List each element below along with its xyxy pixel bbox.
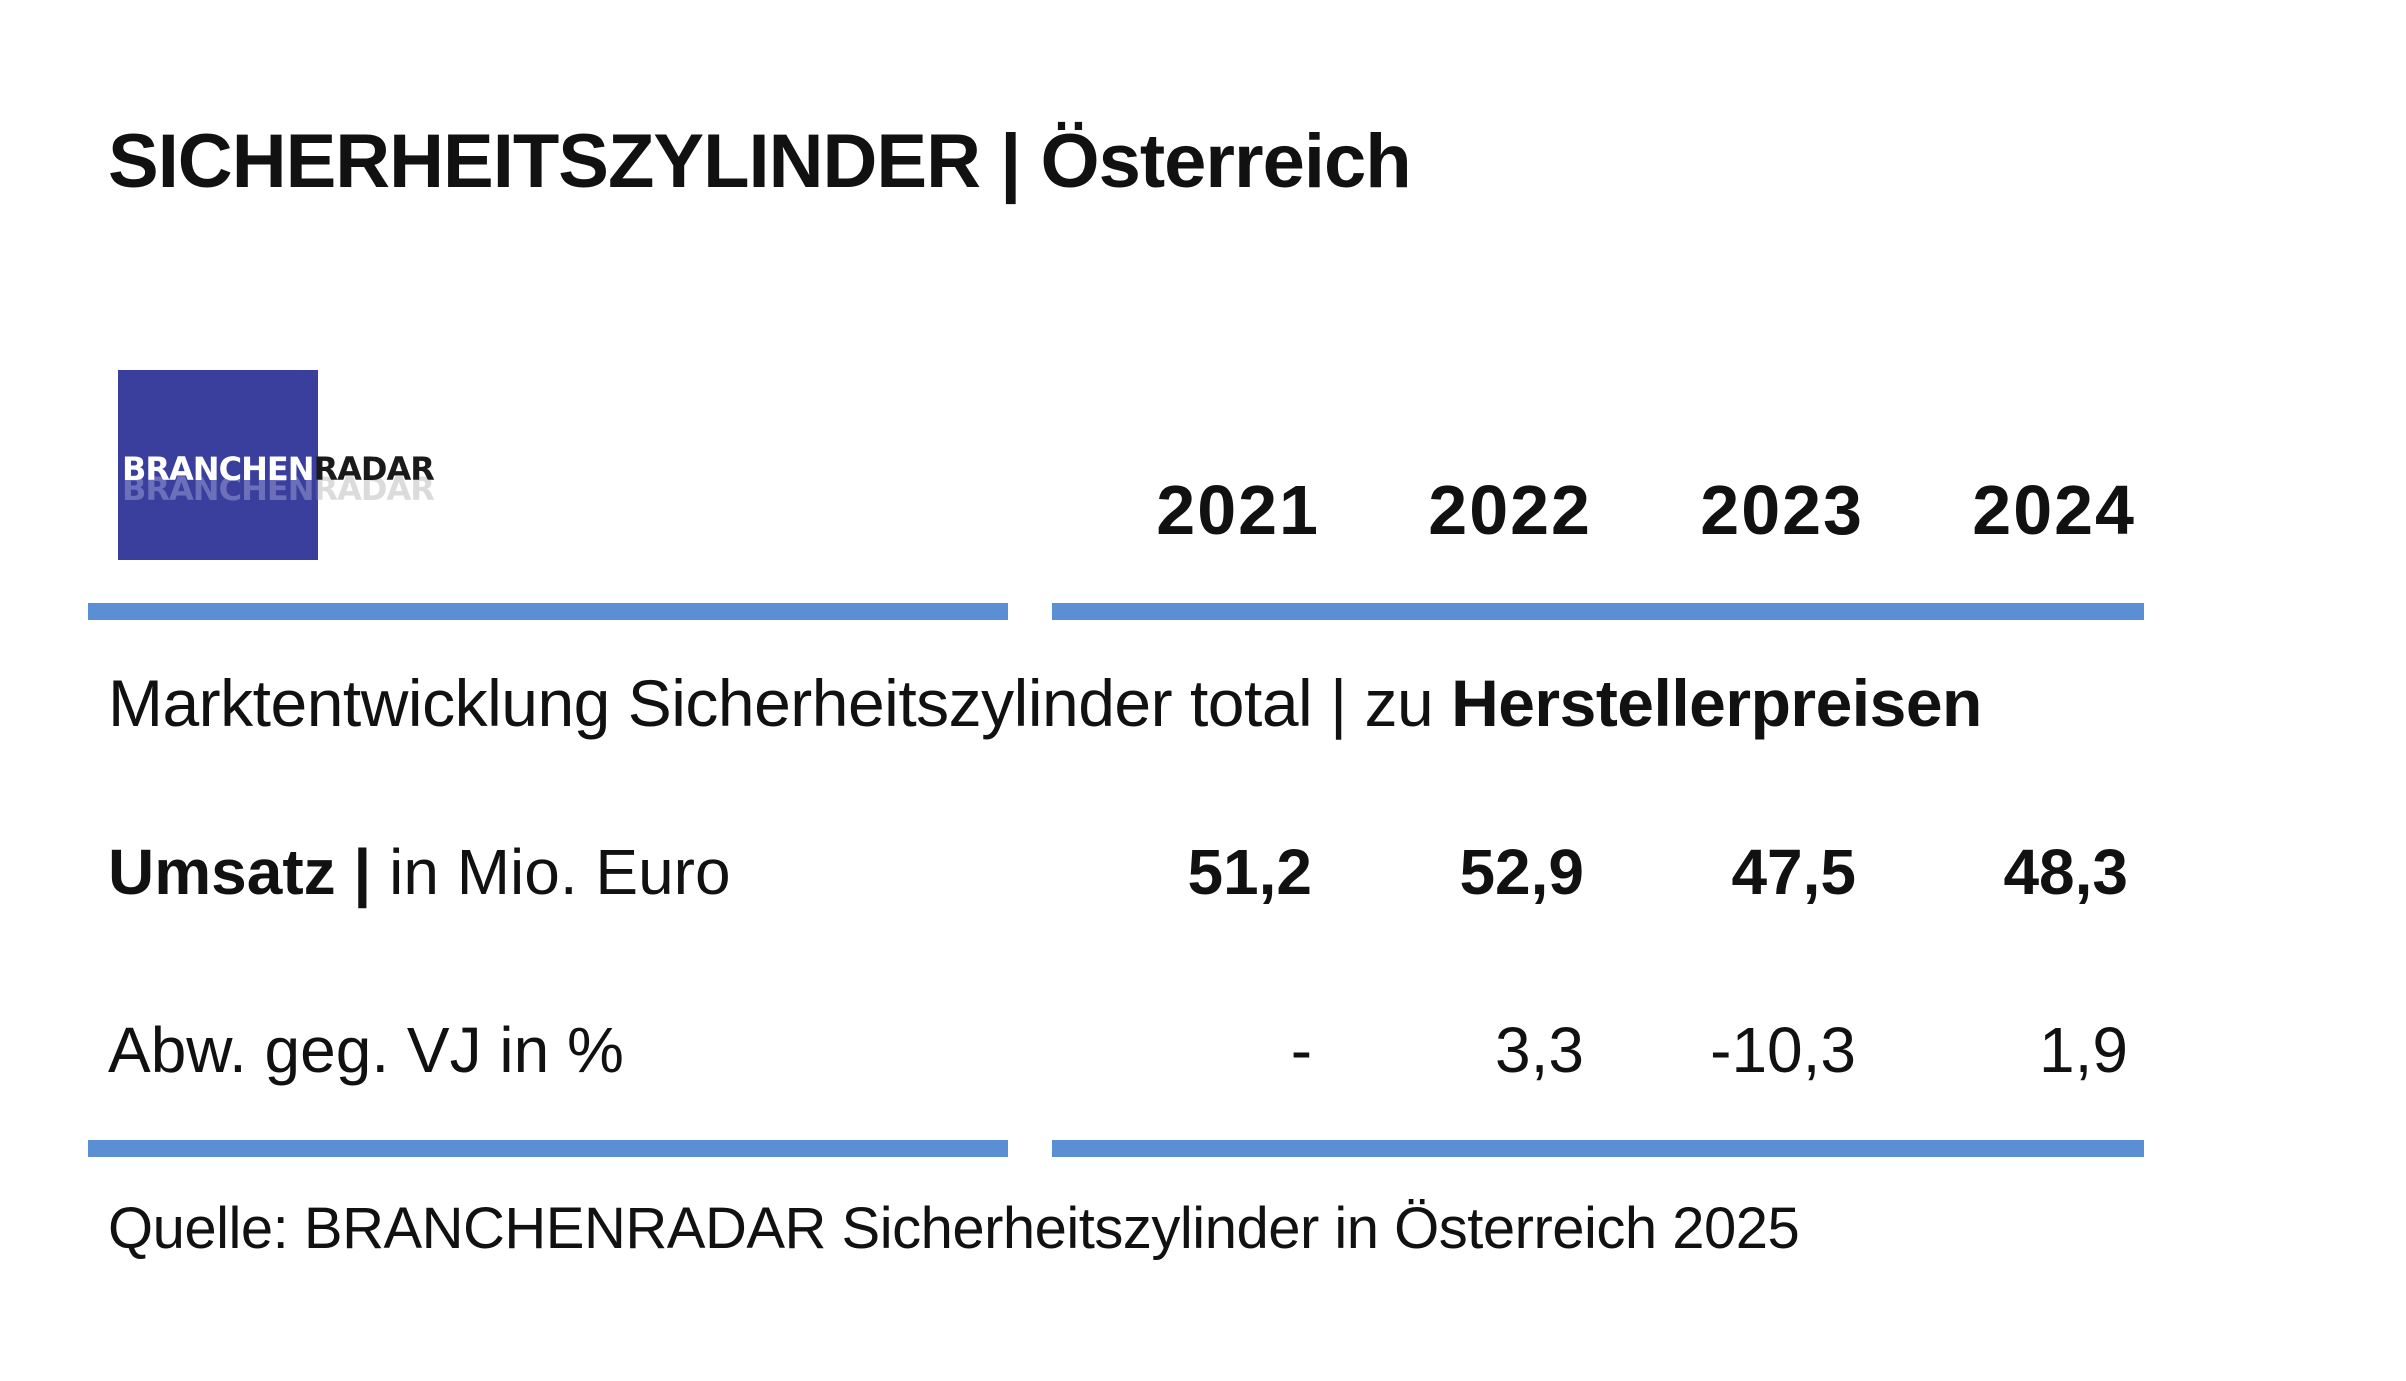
umsatz-2024: 48,3 xyxy=(2003,836,2128,908)
header-rule-right xyxy=(1052,603,2144,620)
column-header-2022: 2022 xyxy=(1428,471,1592,549)
umsatz-2022: 52,9 xyxy=(1459,836,1584,908)
logo-wordmark-part2: RADAR xyxy=(313,450,434,488)
row-label-umsatz-normal: in Mio. Euro xyxy=(371,836,731,908)
subheading-normal: Marktentwicklung Sicherheitszylinder tot… xyxy=(108,666,1452,740)
footer-rule-right xyxy=(1052,1140,2144,1157)
table-subheading: Marktentwicklung Sicherheitszylinder tot… xyxy=(108,665,1982,741)
umsatz-2023: 47,5 xyxy=(1731,836,1856,908)
page-title: SICHERHEITSZYLINDER | Österreich xyxy=(108,119,1412,204)
abweichung-2024: 1,9 xyxy=(2039,1014,2128,1086)
row-label-umsatz-bold: Umsatz | xyxy=(108,836,372,908)
source-note: Quelle: BRANCHENRADAR Sicherheitszylinde… xyxy=(108,1196,1800,1261)
logo-wordmark-part1: BRANCHEN xyxy=(122,450,314,488)
subheading-bold: Herstellerpreisen xyxy=(1451,666,1982,740)
umsatz-2021: 51,2 xyxy=(1187,836,1312,908)
abweichung-2022: 3,3 xyxy=(1495,1014,1584,1086)
branchenradar-logo: BRANCHENRADAR BRANCHENRADAR xyxy=(118,370,435,560)
row-label-abweichung: Abw. geg. VJ in % xyxy=(108,1013,624,1087)
header-rule-left xyxy=(88,603,1008,620)
abweichung-2021: - xyxy=(1290,1014,1312,1086)
abweichung-2023: -10,3 xyxy=(1710,1014,1856,1086)
column-header-2023: 2023 xyxy=(1700,471,1864,549)
row-label-abweichung-normal: Abw. geg. VJ in % xyxy=(108,1014,624,1086)
footer-rule-left xyxy=(88,1140,1008,1157)
column-header-2024: 2024 xyxy=(1972,471,2136,549)
logo-reflection: BRANCHENRADAR xyxy=(122,470,435,508)
column-header-2021: 2021 xyxy=(1156,471,1320,549)
logo-wordmark: BRANCHENRADAR xyxy=(122,450,435,488)
row-label-umsatz: Umsatz | in Mio. Euro xyxy=(108,835,731,909)
